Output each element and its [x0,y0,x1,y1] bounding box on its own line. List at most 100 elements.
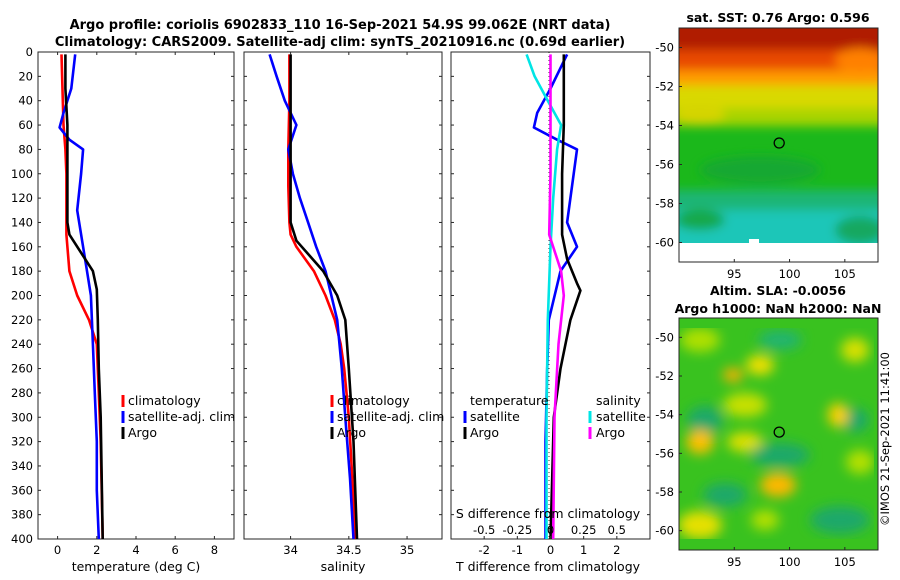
salinity-panel-frame [243,51,443,540]
legend-sal-satellite-label: satellite [596,409,646,424]
depth-tick-label: 220 [11,313,33,327]
salinity-legend: climatology satellite-adj. clim Argo [330,393,444,440]
depth-tick-label: 320 [11,435,33,449]
figure-title-line2: Climatology: CARS2009. Satellite-adj cli… [55,35,625,50]
legend-sal-argo-label: Argo [596,425,625,440]
map-y-tick-label: -50 [655,330,674,344]
temperature-x-axis: 0 2 4 6 8 [54,52,218,557]
series-line-salinity-satellite [525,53,563,539]
temperature-series [58,54,104,540]
depth-tick-label: 120 [11,191,33,205]
depth-tick-label: 140 [11,215,33,229]
legend-temp-argo-label: Argo [470,425,499,440]
map-x-tick-label: 105 [834,267,856,281]
sst-missing-patch [749,239,759,244]
x-tick-label: 6 [172,543,179,557]
difference-legend: temperature satellite Argo salinity sate… [463,393,646,440]
x-tick-label: 34 [283,543,298,557]
legend-satellite-label: satellite-adj. clim [337,409,444,424]
legend-argo-label: Argo [337,425,366,440]
map-y-tick-label: -54 [655,408,674,422]
sst-x-axis: 95 100 105 [727,259,856,281]
depth-tick-label: 180 [11,264,33,278]
legend-temp-satellite-label: satellite [470,409,520,424]
x-tick-label: 1 [580,543,587,557]
depth-tick-label: 280 [11,386,33,400]
map-x-tick-label: 100 [779,267,801,281]
top-x-tick-label: 0 [547,523,554,537]
map-y-tick-label: -60 [655,236,674,250]
map-x-tick-label: 105 [834,555,856,569]
sla-y-axis: -50 -52 -54 -56 -58 -60 [655,330,682,538]
difference-xlabel: T difference from climatology [455,559,641,574]
depth-tick-label: 200 [11,289,33,303]
depth-tick-label: 360 [11,483,33,497]
series-line-satellite-adj-clim [268,54,355,540]
map-x-tick-label: 100 [779,555,801,569]
x-tick-label: 2 [93,543,100,557]
temperature-panel-frame [37,51,235,540]
difference-x-axis: -2 -1 0 1 2 [478,536,620,557]
x-tick-label: 2 [613,543,620,557]
x-tick-label: -1 [512,543,523,557]
legend-satellite-label: satellite-adj. clim [128,409,235,424]
difference-series [525,53,582,540]
temperature-xlabel: temperature (deg C) [72,559,201,574]
sla-x-axis: 95 100 105 [727,547,856,569]
map-y-tick-label: -54 [655,119,674,133]
top-x-tick-label: -0.25 [502,523,532,537]
salinity-xlabel: salinity [321,559,366,574]
depth-tick-label: 20 [18,69,33,83]
x-tick-label: 34.5 [336,543,362,557]
legend-temperature-title: temperature [470,393,549,408]
series-line-salinity-argo [547,54,566,540]
imos-watermark: ©IMOS 21-Sep-2021 11:41:00 [878,352,892,526]
depth-tick-label: 40 [18,94,33,108]
salinity-x-axis: 34 34.5 35 [283,52,414,557]
legend-salinity-title: salinity [596,393,641,408]
depth-tick-label: 0 [26,45,33,59]
difference-top-label: S difference from climatology [456,506,641,521]
x-tick-label: 4 [132,543,139,557]
depth-tick-label: 340 [11,459,33,473]
depth-tick-label: 260 [11,362,33,376]
map-y-tick-label: -56 [655,158,674,172]
top-x-tick-label: 0.5 [608,523,626,537]
depth-axis: 0 20 40 60 80 100 120 140 160 180 200 220 240 260 280 3… [11,45,650,546]
map-y-tick-label: -58 [655,485,674,499]
sst-argo-location-marker [773,137,785,149]
figure-title-line1: Argo profile: coriolis 6902833_110 16-Se… [70,18,611,33]
depth-tick-label: 160 [11,240,33,254]
sst-heatmap [679,28,878,262]
top-x-tick-label: -0.5 [473,523,495,537]
map-y-tick-label: -52 [655,369,674,383]
map-y-tick-label: -52 [655,80,674,94]
legend-climatology-label: climatology [128,393,201,408]
depth-tick-label: 100 [11,167,33,181]
legend-argo-label: Argo [128,425,157,440]
top-x-tick-label: 0.25 [571,523,597,537]
sla-map-frame [678,317,879,551]
temperature-legend: climatology satellite-adj. clim Argo [121,393,235,440]
depth-tick-label: 400 [11,532,33,546]
sst-y-axis: -50 -52 -54 -56 -58 -60 [655,41,682,250]
x-tick-label: 0 [54,543,61,557]
sst-land-gap [679,243,878,262]
sla-map-title-line2: Argo h1000: NaN h2000: NaN [675,301,882,316]
sla-field [679,328,874,539]
sla-argo-location-marker [773,426,785,438]
sla-heatmap [679,318,878,550]
difference-top-axis: -0.5 -0.25 0 0.25 0.5 [473,523,626,537]
depth-tick-label: 380 [11,508,33,522]
series-line-argo [289,54,359,540]
depth-tick-label: 300 [11,410,33,424]
series-line-satellite-adj-clim [58,54,101,540]
map-y-tick-label: -50 [655,41,674,55]
legend-climatology-label: climatology [337,393,410,408]
sst-map-frame [678,27,879,263]
x-tick-label: 0 [547,543,554,557]
x-tick-label: 8 [211,543,218,557]
map-y-tick-label: -58 [655,197,674,211]
map-x-tick-label: 95 [727,267,742,281]
